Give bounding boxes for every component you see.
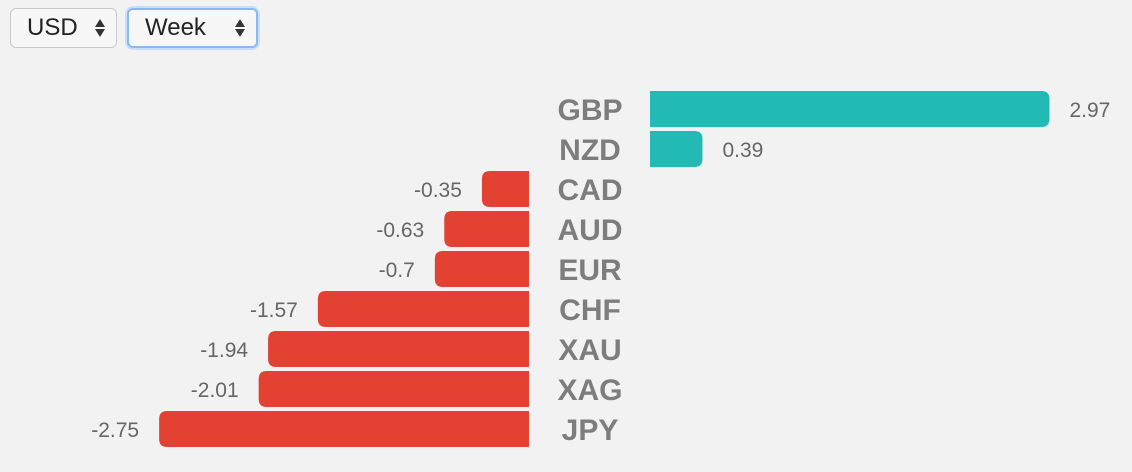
category-label: CHF [559,294,621,327]
value-label: -2.01 [191,379,239,402]
category-label: CAD [558,174,623,207]
select-arrows-icon [235,19,245,37]
value-label: -2.75 [91,419,139,442]
currency-select[interactable]: USD [10,8,117,48]
category-label: XAG [557,374,622,407]
bar-chf [317,291,529,327]
bar-gbp [650,91,1050,127]
value-label: -0.7 [379,259,415,282]
category-label: EUR [558,254,622,287]
bar-jpy [159,411,529,447]
bar-aud [444,211,529,247]
bar-xau [268,331,529,367]
value-label: -1.94 [200,339,248,362]
bar-cad [481,171,529,207]
value-label: -0.63 [376,219,424,242]
currency-select-value: USD [27,14,78,41]
value-label: -1.57 [250,299,298,322]
period-select[interactable]: Week [127,8,258,48]
value-label: 0.39 [722,139,763,162]
period-select-value: Week [145,14,206,41]
category-label: AUD [558,214,623,247]
bar-nzd [650,131,703,167]
category-label: JPY [562,414,619,447]
category-label: GBP [557,94,622,127]
value-label: -0.35 [414,179,462,202]
category-label: NZD [559,134,621,167]
bar-xag [258,371,529,407]
value-label: 2.97 [1069,99,1110,122]
category-label: XAU [558,334,621,367]
select-arrows-icon [95,19,105,37]
bar-eur [434,251,529,287]
